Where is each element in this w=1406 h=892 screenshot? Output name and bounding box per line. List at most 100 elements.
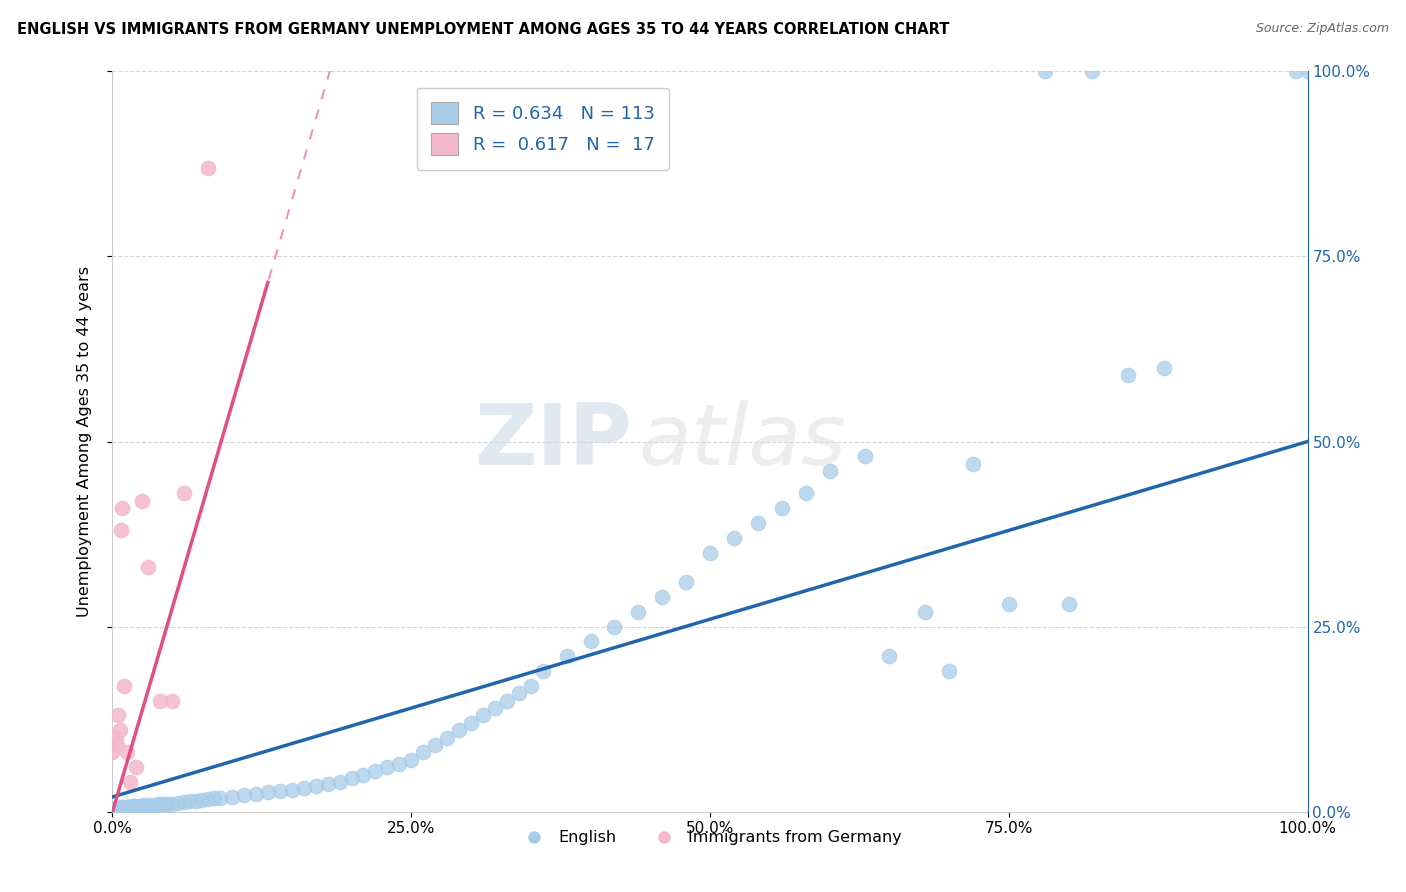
- Point: [120, 775, 142, 789]
- Point: [699, 546, 721, 560]
- Point: [104, 803, 127, 817]
- Point: [179, 794, 201, 808]
- Point: [329, 775, 352, 789]
- Text: ENGLISH VS IMMIGRANTS FROM GERMANY UNEMPLOYMENT AMONG AGES 35 TO 44 YEARS CORREL: ENGLISH VS IMMIGRANTS FROM GERMANY UNEMP…: [17, 22, 949, 37]
- Y-axis label: Unemployment Among Ages 35 to 44 years: Unemployment Among Ages 35 to 44 years: [77, 266, 91, 617]
- Point: [131, 799, 153, 814]
- Point: [770, 501, 793, 516]
- Point: [125, 760, 148, 774]
- Point: [149, 694, 172, 708]
- Point: [472, 708, 495, 723]
- Point: [114, 803, 135, 817]
- Point: [388, 756, 411, 771]
- Point: [167, 796, 190, 810]
- Point: [879, 649, 901, 664]
- Point: [1285, 64, 1308, 78]
- Point: [105, 801, 128, 815]
- Point: [377, 760, 399, 774]
- Point: [120, 800, 142, 814]
- Point: [156, 797, 179, 811]
- Point: [108, 801, 131, 815]
- Point: [115, 801, 138, 815]
- Point: [496, 694, 519, 708]
- Point: [131, 493, 153, 508]
- Point: [723, 531, 745, 545]
- Point: [117, 800, 139, 814]
- Point: [108, 803, 131, 817]
- Point: [818, 464, 841, 478]
- Point: [114, 802, 136, 816]
- Point: [245, 787, 267, 801]
- Point: [508, 686, 530, 700]
- Point: [138, 560, 160, 574]
- Point: [425, 738, 447, 752]
- Text: ZIP: ZIP: [475, 400, 633, 483]
- Point: [105, 738, 128, 752]
- Point: [111, 801, 134, 815]
- Point: [149, 798, 172, 813]
- Legend: English, Immigrants from Germany: English, Immigrants from Germany: [512, 824, 908, 852]
- Point: [460, 715, 482, 730]
- Point: [603, 619, 626, 633]
- Point: [173, 486, 195, 500]
- Text: Source: ZipAtlas.com: Source: ZipAtlas.com: [1256, 22, 1389, 36]
- Point: [115, 746, 138, 760]
- Point: [110, 802, 132, 816]
- Point: [111, 803, 134, 817]
- Point: [292, 780, 315, 795]
- Point: [124, 798, 146, 813]
- Point: [531, 664, 554, 678]
- Point: [118, 799, 141, 814]
- Point: [914, 605, 936, 619]
- Point: [191, 793, 214, 807]
- Point: [269, 784, 291, 798]
- Point: [121, 798, 143, 813]
- Point: [1057, 598, 1080, 612]
- Point: [121, 800, 143, 814]
- Point: [1081, 64, 1104, 78]
- Point: [579, 634, 602, 648]
- Point: [135, 798, 157, 813]
- Point: [202, 791, 225, 805]
- Point: [146, 797, 169, 812]
- Point: [401, 753, 423, 767]
- Text: atlas: atlas: [638, 400, 846, 483]
- Point: [747, 516, 769, 530]
- Point: [233, 789, 256, 803]
- Point: [107, 802, 129, 816]
- Point: [412, 746, 434, 760]
- Point: [107, 708, 129, 723]
- Point: [794, 486, 817, 500]
- Point: [221, 789, 243, 804]
- Point: [675, 575, 697, 590]
- Point: [436, 731, 458, 745]
- Point: [108, 723, 131, 738]
- Point: [197, 792, 219, 806]
- Point: [364, 764, 387, 778]
- Point: [105, 731, 128, 745]
- Point: [101, 746, 124, 760]
- Point: [112, 800, 135, 814]
- Point: [125, 799, 148, 814]
- Point: [132, 798, 155, 813]
- Point: [114, 801, 135, 815]
- Point: [120, 802, 142, 816]
- Point: [998, 598, 1021, 612]
- Point: [110, 524, 132, 538]
- Point: [101, 805, 124, 819]
- Point: [209, 790, 232, 805]
- Point: [122, 799, 145, 814]
- Point: [112, 802, 135, 816]
- Point: [138, 799, 160, 814]
- Point: [1033, 64, 1056, 78]
- Point: [1118, 368, 1140, 382]
- Point: [484, 701, 506, 715]
- Point: [555, 649, 578, 664]
- Point: [122, 801, 145, 815]
- Point: [316, 776, 339, 790]
- Point: [143, 798, 166, 813]
- Point: [962, 457, 984, 471]
- Point: [121, 801, 143, 815]
- Point: [124, 800, 146, 814]
- Point: [162, 694, 183, 708]
